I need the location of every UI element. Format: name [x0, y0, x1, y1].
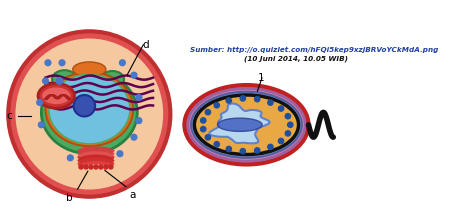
Circle shape — [268, 100, 273, 105]
Ellipse shape — [194, 95, 298, 155]
Circle shape — [131, 134, 137, 140]
Circle shape — [201, 126, 206, 132]
Text: (10 Juni 2014, 10.05 WIB): (10 Juni 2014, 10.05 WIB) — [244, 55, 348, 62]
Circle shape — [279, 106, 284, 111]
Circle shape — [285, 131, 291, 136]
Circle shape — [136, 118, 142, 124]
Ellipse shape — [191, 92, 302, 158]
Circle shape — [255, 148, 260, 153]
Ellipse shape — [14, 37, 165, 191]
Circle shape — [268, 144, 273, 150]
Circle shape — [59, 60, 65, 66]
Polygon shape — [217, 118, 262, 131]
Ellipse shape — [184, 85, 308, 164]
Ellipse shape — [49, 74, 130, 144]
Circle shape — [136, 95, 142, 100]
Text: c: c — [7, 112, 12, 122]
Ellipse shape — [188, 88, 305, 161]
Circle shape — [205, 135, 211, 140]
Text: b: b — [66, 193, 73, 203]
Text: d: d — [142, 40, 149, 50]
Circle shape — [94, 165, 98, 169]
Circle shape — [43, 78, 49, 84]
Ellipse shape — [45, 72, 133, 146]
Circle shape — [68, 155, 73, 161]
Circle shape — [56, 78, 63, 84]
Circle shape — [131, 72, 137, 78]
Ellipse shape — [41, 87, 71, 105]
Circle shape — [201, 118, 206, 123]
Circle shape — [104, 165, 108, 169]
Polygon shape — [209, 103, 270, 143]
Circle shape — [226, 98, 231, 103]
Circle shape — [89, 165, 93, 169]
Text: Sumber: http://o.quizlet.com/hFQi5kep9xzjBRVoYCkMdA.png: Sumber: http://o.quizlet.com/hFQi5kep9xz… — [190, 47, 439, 53]
Ellipse shape — [8, 31, 171, 197]
Circle shape — [79, 165, 83, 169]
Circle shape — [37, 99, 43, 105]
Text: 1: 1 — [258, 73, 265, 83]
Ellipse shape — [52, 70, 77, 88]
Circle shape — [205, 109, 211, 115]
Circle shape — [38, 122, 44, 128]
Circle shape — [240, 96, 245, 101]
Circle shape — [84, 165, 88, 169]
Circle shape — [214, 142, 220, 147]
Ellipse shape — [73, 62, 106, 77]
Circle shape — [240, 149, 245, 154]
Ellipse shape — [101, 71, 124, 88]
Circle shape — [45, 60, 51, 66]
Circle shape — [109, 165, 113, 169]
Ellipse shape — [41, 71, 137, 154]
Circle shape — [99, 165, 103, 169]
Circle shape — [117, 151, 123, 157]
Circle shape — [120, 60, 125, 66]
Circle shape — [104, 153, 110, 158]
Circle shape — [285, 114, 291, 119]
Ellipse shape — [74, 95, 95, 116]
Ellipse shape — [38, 83, 74, 108]
Circle shape — [255, 97, 260, 102]
Circle shape — [214, 103, 220, 108]
Circle shape — [279, 138, 284, 144]
Circle shape — [288, 122, 293, 127]
Circle shape — [226, 146, 231, 152]
Text: a: a — [130, 190, 136, 200]
